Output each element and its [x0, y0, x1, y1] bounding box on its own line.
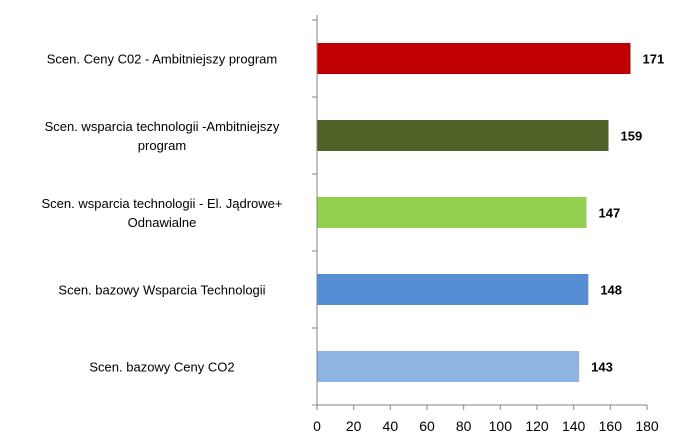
- category-label: Scen. wsparcia technologii -Ambitniejszy…: [45, 119, 280, 153]
- labels-group: 171 Scen. Ceny C02 - Ambitniejszy program…: [42, 52, 665, 375]
- data-label: 147: [599, 206, 621, 221]
- x-tick-label: 160: [599, 418, 623, 434]
- category-label-line: Scen. bazowy Wsparcia Technologii: [58, 283, 265, 298]
- data-label: 171: [643, 52, 665, 67]
- x-tick-label: 40: [383, 418, 399, 434]
- x-tick-label: 140: [562, 418, 586, 434]
- category-label-line: Scen. Ceny C02 - Ambitniejszy program: [47, 52, 277, 67]
- category-label-line: Scen. wsparcia technologii -Ambitniejszy: [45, 119, 280, 134]
- bar: [317, 43, 631, 74]
- data-label: 143: [591, 360, 613, 375]
- axes-group: 0 20 40 60 80 100 120 140 160 180: [312, 15, 659, 434]
- category-label-line: Scen. bazowy Ceny CO2: [89, 360, 234, 375]
- category-label: Scen. Ceny C02 - Ambitniejszy program: [47, 52, 277, 67]
- category-label-line: program: [138, 138, 186, 153]
- category-label: Scen. bazowy Wsparcia Technologii: [58, 283, 265, 298]
- bar: [317, 197, 587, 228]
- x-tick-label: 20: [346, 418, 362, 434]
- category-label: Scen. bazowy Ceny CO2: [89, 360, 234, 375]
- category-label-line: Odnawialne: [128, 215, 197, 230]
- data-label: 148: [600, 283, 622, 298]
- x-tick-label: 0: [313, 418, 321, 434]
- x-tick-label: 80: [456, 418, 472, 434]
- x-tick-label: 100: [489, 418, 513, 434]
- x-tick-label: 60: [419, 418, 435, 434]
- bar: [317, 274, 589, 305]
- category-label: Scen. wsparcia technologii - El. Jądrowe…: [42, 196, 283, 230]
- x-tick-label: 180: [635, 418, 659, 434]
- x-tick-label: 120: [525, 418, 549, 434]
- bar: [317, 120, 609, 151]
- category-label-line: Scen. wsparcia technologii - El. Jądrowe…: [42, 196, 283, 211]
- data-label: 159: [621, 129, 643, 144]
- bar: [317, 351, 580, 382]
- bars-group: [317, 43, 631, 382]
